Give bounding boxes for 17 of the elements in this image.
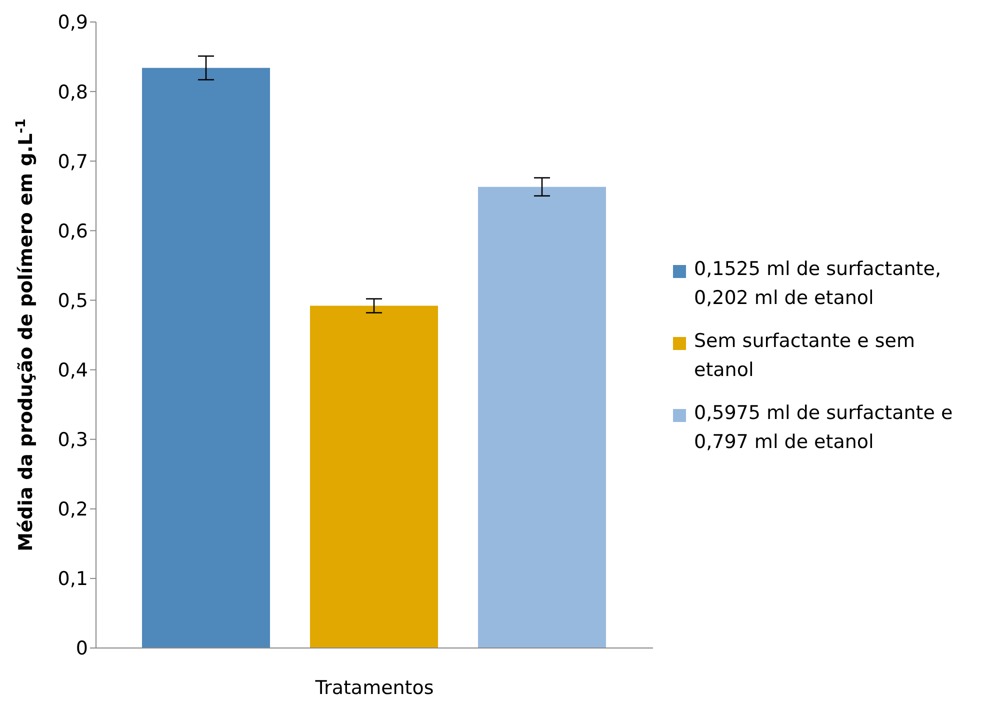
legend-label: 0,5975 ml de surfactante e 0,797 ml de etanol <box>694 401 954 455</box>
legend-label: Sem surfactante e sem etanol <box>694 329 916 383</box>
y-tick-label: 0,3 <box>58 429 88 452</box>
bar <box>142 68 270 648</box>
y-tick-label: 0,5 <box>58 290 88 312</box>
y-tick-label: 0,9 <box>58 12 88 34</box>
y-tick-label: 0,6 <box>58 220 88 242</box>
legend-label: 0,1525 ml de surfactante, 0,202 ml de etanol <box>694 257 942 311</box>
y-tick-label: 0,7 <box>58 150 88 173</box>
x-axis-title: Tratamentos <box>314 677 434 699</box>
y-tick-label: 0,8 <box>58 81 88 104</box>
y-tick-label: 0,4 <box>58 360 88 382</box>
y-tick-label: 0 <box>76 638 88 660</box>
bar <box>310 306 438 648</box>
y-tick-label: 0,2 <box>58 498 88 521</box>
bar <box>478 186 606 648</box>
y-tick-label: 0,1 <box>58 568 88 590</box>
